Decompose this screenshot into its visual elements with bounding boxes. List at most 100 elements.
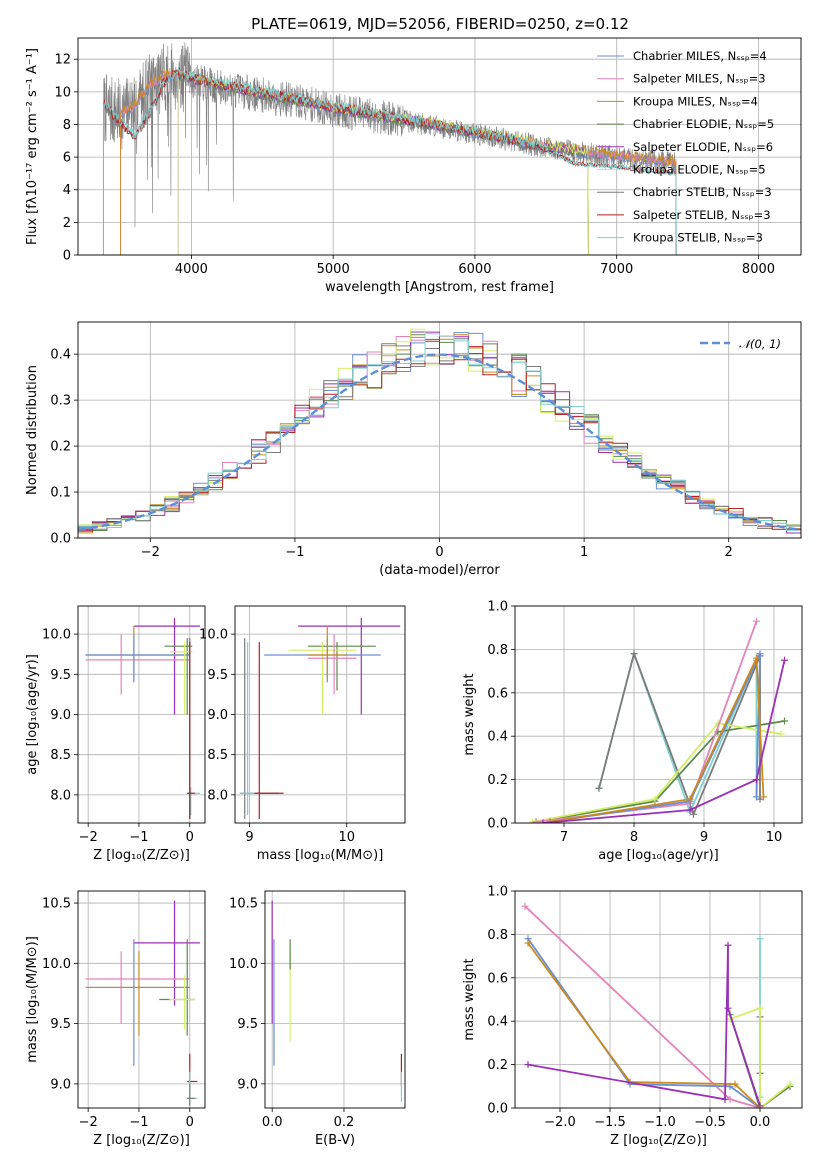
weight-point — [721, 1095, 729, 1103]
weight-point — [753, 654, 760, 662]
axes-frame — [514, 890, 803, 1109]
x-tick-label: 0 — [435, 545, 443, 560]
weight-point — [756, 650, 764, 658]
y-tick-label: 10.0 — [229, 957, 258, 972]
weight-point — [756, 935, 764, 943]
axes-frame — [514, 605, 803, 824]
weight-series-6 — [726, 1004, 794, 1108]
weight-point — [724, 1004, 732, 1012]
y-tick-label: 1.0 — [487, 885, 508, 900]
weight-point — [630, 650, 638, 658]
errorbar-2 — [288, 642, 357, 715]
y-tick-label: 0.1 — [50, 486, 71, 501]
errorbar-8 — [187, 1083, 195, 1106]
errorbar-5 — [307, 626, 347, 679]
weight-series-0 — [595, 650, 760, 816]
errorbar-5 — [169, 642, 193, 715]
errorbar-7 — [187, 1071, 198, 1106]
y-tick-label: 0.8 — [487, 928, 508, 943]
x-tick-label: 2 — [725, 545, 733, 560]
model-spectrum-8 — [103, 67, 677, 255]
grid — [265, 891, 405, 1108]
legend-entry: Salpeter STELIB, Nₛₛₚ=3 — [633, 208, 771, 222]
x-tick-label: −2 — [79, 830, 98, 845]
x-tick-label: 7000 — [600, 262, 633, 277]
plot-area — [85, 900, 200, 1106]
weight-point — [521, 902, 529, 910]
errorbar-1 — [85, 634, 190, 695]
weight-point — [777, 730, 785, 738]
x-tick-label: 0 — [186, 830, 194, 845]
x-tick-label: −2 — [79, 1115, 98, 1130]
y-tick-label: 8.5 — [207, 748, 228, 763]
y-tick-label: 8 — [63, 118, 71, 133]
x-tick-label: −1 — [129, 1115, 148, 1130]
y-tick-label: 6 — [63, 151, 71, 166]
y-tick-label: 4 — [63, 183, 71, 198]
weight-point — [781, 656, 788, 664]
weight-point — [753, 617, 760, 625]
legend-entry: Salpeter ELODIE, Nₛₛₚ=6 — [633, 140, 773, 154]
axes-frame — [264, 890, 406, 1109]
residual-histogram-panel: −2 −1 0 1 2 0.0 0.1 0.2 0.3 0.4 (data-model)/error… — [25, 321, 802, 578]
errorbar-4 — [164, 638, 193, 715]
y-tick-label: 9.0 — [50, 1077, 71, 1092]
legend-entry: Chabrier STELIB, Nₛₛₚ=3 — [633, 185, 772, 199]
legend-entry: 𝒩(0, 1) — [739, 337, 781, 351]
y-axis-label: Flux [fλ10⁻¹⁷ erg cm⁻² s⁻¹ A⁻¹] — [25, 48, 40, 245]
weight-point — [651, 795, 659, 803]
residual-step-8 — [78, 333, 801, 531]
x-axis-label: mass [log₁₀(M/M⊙)] — [257, 848, 384, 863]
gaussian-curve — [78, 353, 799, 532]
weight-point — [731, 1080, 739, 1088]
x-tick-label: 0.0 — [750, 1115, 771, 1130]
errorbar-3 — [85, 951, 190, 1036]
x-tick-label: 9 — [245, 830, 253, 845]
y-tick-label: 9.5 — [50, 1017, 71, 1032]
axes-frame — [234, 605, 406, 824]
y-tick-label: 0.0 — [487, 817, 508, 832]
y-tick-label: 0.2 — [487, 1058, 508, 1073]
y-tick-label: 1.0 — [487, 600, 508, 615]
errorbar-5 — [169, 975, 195, 1030]
x-axis-label: Z [log₁₀(Z/Z⊙)] — [93, 1133, 190, 1148]
weight-point — [753, 793, 760, 801]
errorbar-1 — [307, 642, 376, 691]
weight-point — [524, 939, 532, 947]
legend-entry: Chabrier ELODIE, Nₛₛₚ=5 — [633, 117, 774, 131]
mass-vs-metallicity-panel: −2 −1 0 9.0 9.5 10.0 10.5 Z [log₁₀(Z/Z⊙)] mass [… — [25, 890, 206, 1148]
errorbar-6 — [187, 1053, 198, 1087]
y-tick-label: 0.8 — [487, 643, 508, 658]
weight-series-5 — [546, 650, 764, 823]
y-tick-label: 8.0 — [207, 788, 228, 803]
y-tick-label: 0.2 — [50, 440, 71, 455]
weight-point — [524, 1061, 532, 1069]
x-axis-label: Z [log₁₀(Z/Z⊙)] — [93, 848, 190, 863]
errorbar-0 — [298, 618, 401, 715]
x-tick-label: −1 — [285, 545, 304, 560]
x-tick-label: −2.0 — [544, 1115, 576, 1130]
x-tick-label: 4000 — [175, 262, 208, 277]
y-tick-label: 10.0 — [199, 628, 228, 643]
errorbar-3 — [307, 634, 357, 695]
legend-entry: Kroupa ELODIE, Nₛₛₚ=5 — [633, 163, 766, 177]
plot-area — [271, 900, 403, 1102]
model-spectrum-5 — [177, 69, 589, 255]
weight-point — [690, 810, 697, 818]
spectrum-panel: 4000 5000 6000 7000 8000 0 2 4 6 8 10 12 wavelength … — [25, 37, 802, 295]
figure-title: PLATE=0619, MJD=52056, FIBERID=0250, z=0… — [251, 15, 629, 33]
x-tick-label: 6000 — [458, 262, 491, 277]
legend-entry: Kroupa STELIB, Nₛₛₚ=3 — [633, 231, 763, 245]
plot-area — [521, 902, 794, 1108]
weight-point — [724, 941, 732, 949]
errorbar-8 — [254, 642, 284, 819]
errorbar-0 — [133, 618, 200, 715]
y-tick-label: 9.5 — [207, 668, 228, 683]
weight-point — [756, 1004, 764, 1012]
plot-area — [529, 617, 788, 823]
x-tick-label: 5000 — [317, 262, 350, 277]
grid — [235, 606, 405, 823]
y-tick-label: 8.0 — [50, 788, 71, 803]
x-tick-label: −1.0 — [644, 1115, 676, 1130]
y-axis-label: mass [log₁₀(M/M⊙)] — [25, 936, 40, 1063]
